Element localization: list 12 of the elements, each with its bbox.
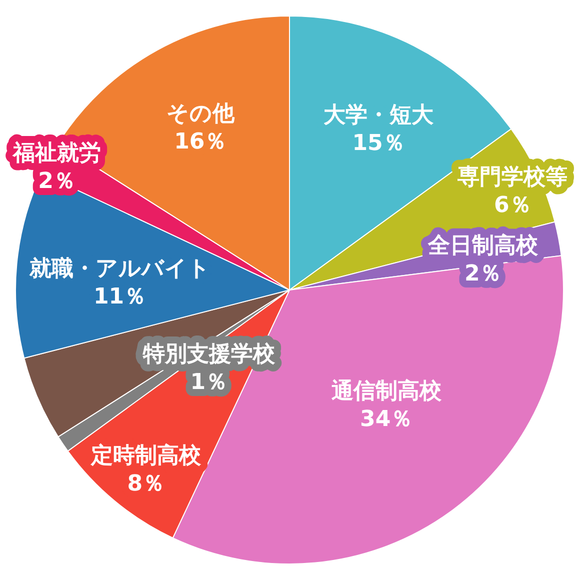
slice-label: その他 [166,101,236,126]
slice-label: 定時制高校 [90,442,202,468]
slice-label: 就職・アルバイト [28,256,210,282]
data-label: 34％ [360,406,413,432]
data-label: 11％ [93,284,146,310]
data-label: 16％ [174,129,227,154]
data-label: 15％ [352,130,405,156]
data-label: 2％ [464,262,502,287]
slice-label: 大学・短大 [324,102,434,128]
data-label: 8％ [127,471,165,496]
slice-label: 通信制高校 [330,378,442,404]
data-label: 1％ [190,370,228,395]
